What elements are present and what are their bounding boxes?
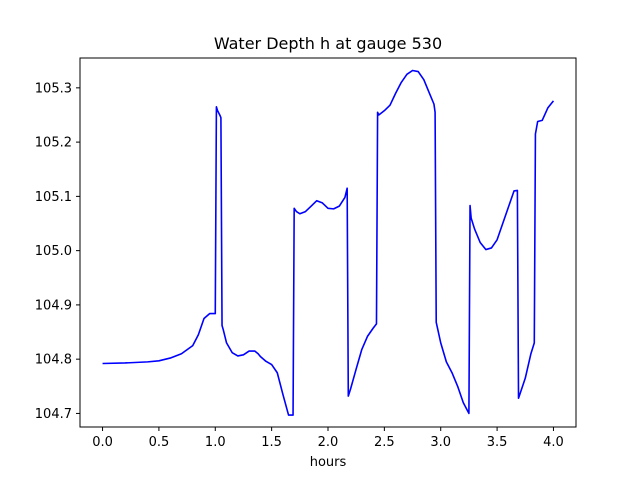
- y-tick-label: 105.1: [35, 190, 72, 205]
- y-tick-label: 104.9: [35, 298, 72, 313]
- x-tick-label: 0.0: [92, 435, 113, 450]
- y-tick-label: 104.7: [35, 407, 72, 422]
- x-tick-label: 3.5: [487, 435, 508, 450]
- y-tick-label: 105.0: [35, 244, 72, 259]
- y-tick-label: 104.8: [35, 353, 72, 368]
- x-axis: 0.0 0.5 1.0 1.5 2.0 2.5 3.0 3.5 4.0: [92, 427, 564, 450]
- chart-title: Water Depth h at gauge 530: [214, 34, 442, 53]
- series-line: [102, 69, 555, 416]
- x-tick-label: 0.5: [149, 435, 170, 450]
- x-axis-label: hours: [310, 455, 347, 470]
- y-tick-label: 105.3: [35, 81, 72, 96]
- y-axis: 104.7 104.8 104.9 105.0 105.1 105.2 105.3: [35, 81, 80, 422]
- x-tick-label: 4.0: [543, 435, 564, 450]
- series-layer: [102, 69, 555, 416]
- x-tick-label: 3.0: [430, 435, 451, 450]
- x-tick-label: 1.0: [205, 435, 226, 450]
- y-tick-label: 105.2: [35, 136, 72, 151]
- x-tick-label: 2.0: [318, 435, 339, 450]
- plot-area: [102, 69, 555, 416]
- x-tick-label: 1.5: [261, 435, 282, 450]
- x-tick-label: 2.5: [374, 435, 395, 450]
